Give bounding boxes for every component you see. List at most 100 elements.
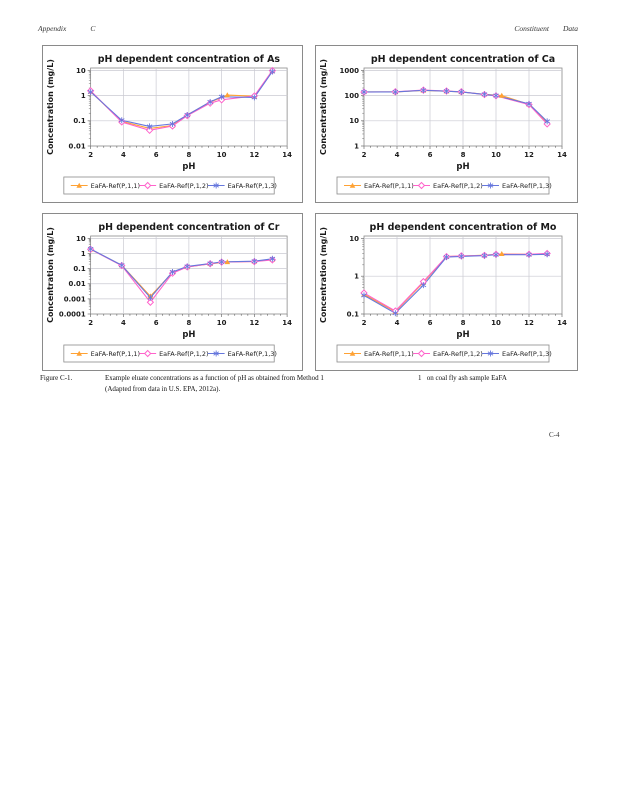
legend-marker-diamond-icon xyxy=(417,181,426,190)
legend-label: EaFA-Ref(P,1,3) xyxy=(502,350,552,358)
gridlines xyxy=(90,236,288,314)
figure-caption-text: Example eluate concentrations as a funct… xyxy=(105,374,324,382)
y-tick-label: 0.001 xyxy=(64,295,86,303)
x-tick-label: 4 xyxy=(121,319,126,327)
legend-marker-star-icon xyxy=(213,182,219,189)
legend-label: EaFA-Ref(P,1,3) xyxy=(228,182,277,190)
x-tick-label: 14 xyxy=(282,319,292,327)
x-tick-label: 8 xyxy=(186,319,191,327)
chart-box-mo: pH dependent concentration of Mo Concentr… xyxy=(315,213,578,371)
legend-label: EaFA-Ref(P,1,2) xyxy=(159,182,208,190)
x-tick-label: 6 xyxy=(154,319,159,327)
x-tick-label: 4 xyxy=(395,319,400,327)
chart-box-cr: pH dependent concentration of Cr Concentr… xyxy=(42,213,303,371)
x-tick-label: 2 xyxy=(362,319,367,327)
x-axis-label: pH xyxy=(182,329,195,339)
legend-marker-triangle-icon xyxy=(349,182,356,188)
legend-label: EaFA-Ref(P,1,2) xyxy=(433,182,483,190)
y-tick-label: 1 xyxy=(354,142,359,150)
chart-mo: pH dependent concentration of Mo Concentr… xyxy=(319,222,567,363)
x-tick-label: 2 xyxy=(88,151,93,159)
axis-ticks xyxy=(87,70,288,149)
header-data-word: Data xyxy=(563,24,578,33)
x-tick-label: 6 xyxy=(428,319,433,327)
header-constituent-word: Constituent xyxy=(514,24,549,33)
series-markers-3 xyxy=(361,251,550,317)
chart-box-ca: pH dependent concentration of Ca Concentr… xyxy=(315,45,578,203)
legend-marker-star-icon xyxy=(487,350,494,357)
legend-marker-triangle-icon xyxy=(76,350,82,356)
y-tick-label: 1 xyxy=(81,250,86,258)
x-axis-label: pH xyxy=(182,161,195,171)
chart-title: pH dependent concentration of Ca xyxy=(371,54,555,65)
axis-ticks xyxy=(361,238,563,317)
x-tick-label: 10 xyxy=(217,151,227,159)
legend-label: EaFA-Ref(P,1,3) xyxy=(228,350,277,358)
x-tick-label: 8 xyxy=(461,319,466,327)
series-markers-3 xyxy=(87,245,276,301)
legend-marker-diamond-icon xyxy=(417,349,426,358)
chart-legend xyxy=(63,344,275,363)
y-axis-label: Concentration (mg/L) xyxy=(319,59,328,155)
chart-box-as: pH dependent concentration of As Concentr… xyxy=(42,45,303,203)
x-tick-label: 12 xyxy=(524,151,534,159)
gridlines xyxy=(364,68,562,146)
y-tick-label: 100 xyxy=(344,92,359,100)
x-tick-label: 14 xyxy=(282,151,292,159)
x-tick-label: 2 xyxy=(88,319,93,327)
legend-label: EaFA-Ref(P,1,3) xyxy=(502,182,552,190)
y-tick-label: 10 xyxy=(76,235,86,243)
y-tick-label: 1000 xyxy=(340,67,360,75)
chart-title: pH dependent concentration of As xyxy=(98,54,281,65)
chart-legend xyxy=(336,176,550,195)
x-tick-label: 10 xyxy=(491,151,501,159)
y-tick-label: 10 xyxy=(349,235,359,243)
header-right: Constituent Data xyxy=(514,24,578,33)
x-tick-label: 6 xyxy=(428,151,433,159)
axis-ticks xyxy=(361,70,563,149)
legend-marker-star-icon xyxy=(487,182,494,189)
x-tick-label: 14 xyxy=(557,151,567,159)
chart-title: pH dependent concentration of Mo xyxy=(370,222,557,233)
x-tick-label: 8 xyxy=(461,151,466,159)
y-tick-label: 1 xyxy=(354,273,359,281)
x-tick-label: 10 xyxy=(491,319,501,327)
legend-marker-diamond-icon xyxy=(144,181,152,190)
legend-label: EaFA-Ref(P,1,1) xyxy=(364,182,414,190)
x-tick-label: 14 xyxy=(557,319,567,327)
legend-label: EaFA-Ref(P,1,1) xyxy=(91,350,140,358)
legend-label: EaFA-Ref(P,1,2) xyxy=(433,350,483,358)
gridlines xyxy=(90,68,288,146)
axis-ticks xyxy=(87,238,288,317)
y-tick-label: 0.1 xyxy=(347,310,360,318)
y-tick-label: 1 xyxy=(81,92,86,100)
y-tick-label: 0.1 xyxy=(73,265,85,273)
chart-legend xyxy=(63,176,275,195)
y-tick-label: 0.1 xyxy=(73,117,85,125)
x-tick-label: 12 xyxy=(250,151,260,159)
y-tick-label: 0.01 xyxy=(69,142,86,150)
header-left: Appendix C xyxy=(38,24,95,33)
chart-cr: pH dependent concentration of Cr Concentr… xyxy=(46,222,292,363)
x-tick-label: 6 xyxy=(154,151,159,159)
chart-ca: pH dependent concentration of Ca Concentr… xyxy=(319,54,567,195)
legend-marker-triangle-icon xyxy=(349,350,356,356)
series-markers-3 xyxy=(87,68,276,130)
y-tick-label: 0.01 xyxy=(69,280,86,288)
y-axis-label: Concentration (mg/L) xyxy=(319,227,328,323)
chart-as: pH dependent concentration of As Concentr… xyxy=(46,54,292,195)
x-tick-label: 12 xyxy=(524,319,534,327)
legend-marker-star-icon xyxy=(213,350,219,357)
x-tick-label: 8 xyxy=(186,151,191,159)
header-appendix-letter: C xyxy=(90,24,96,33)
x-tick-label: 2 xyxy=(362,151,367,159)
figure-caption-label: Figure C-1. xyxy=(40,374,73,382)
y-tick-label: 10 xyxy=(349,117,359,125)
legend-label: EaFA-Ref(P,1,1) xyxy=(364,350,414,358)
x-tick-label: 12 xyxy=(250,319,260,327)
legend-marker-triangle-icon xyxy=(76,182,82,188)
figure-caption-line2: (Adapted from data in U.S. EPA, 2012a). xyxy=(105,385,221,393)
x-axis-label: pH xyxy=(456,330,469,340)
page-number: C-4 xyxy=(549,431,560,439)
gridlines xyxy=(364,236,562,314)
